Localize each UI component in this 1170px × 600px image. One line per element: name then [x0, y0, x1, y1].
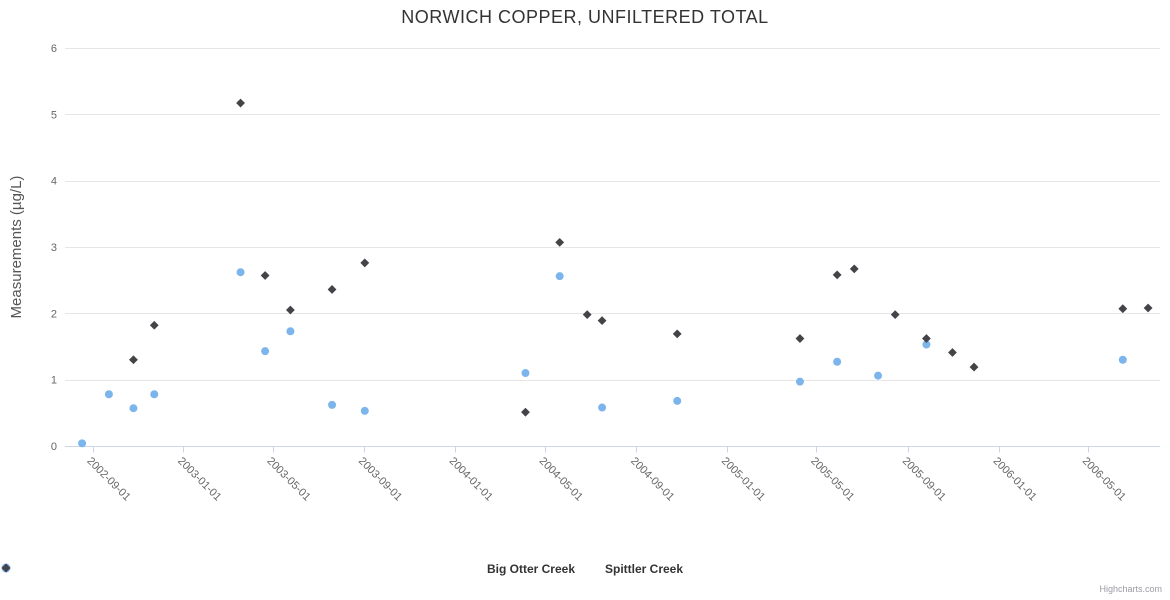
chart-title: NORWICH COPPER, UNFILTERED TOTAL: [401, 7, 769, 27]
x-axis-tick-label: 2006-05-01: [1080, 455, 1128, 503]
data-point-big-otter-creek[interactable]: [598, 403, 607, 412]
x-axis-tick-label: 2003-05-01: [264, 455, 312, 503]
x-axis-tick-label: 2006-01-01: [990, 455, 1038, 503]
x-axis-tick-label: 2005-09-01: [900, 455, 948, 503]
credits-link[interactable]: Highcharts.com: [1099, 584, 1162, 594]
data-point-spittler-creek[interactable]: [360, 258, 370, 268]
data-point-big-otter-creek[interactable]: [922, 340, 931, 349]
x-axis-tick-label: 2005-01-01: [719, 455, 767, 503]
x-axis-tick-label: 2002-09-01: [84, 455, 132, 503]
data-point-spittler-creek[interactable]: [795, 334, 805, 343]
data-point-spittler-creek[interactable]: [948, 348, 957, 357]
data-point-big-otter-creek[interactable]: [833, 357, 842, 366]
data-point-big-otter-creek[interactable]: [104, 390, 113, 399]
data-point-spittler-creek[interactable]: [129, 355, 138, 365]
data-point-spittler-creek[interactable]: [1143, 303, 1153, 313]
data-point-big-otter-creek[interactable]: [521, 369, 530, 378]
y-axis-tick-label: 1: [51, 375, 57, 387]
data-point-big-otter-creek[interactable]: [795, 377, 804, 386]
data-point-big-otter-creek[interactable]: [236, 268, 245, 277]
data-point-big-otter-creek[interactable]: [78, 439, 87, 448]
legend: Big Otter Creek Spittler Creek: [0, 562, 1170, 576]
data-point-spittler-creek[interactable]: [327, 285, 337, 294]
x-axis-tick-label: 2004-05-01: [537, 455, 585, 503]
legend-item-big-otter-creek[interactable]: Big Otter Creek: [1, 562, 575, 576]
data-point-big-otter-creek[interactable]: [874, 371, 883, 380]
data-point-big-otter-creek[interactable]: [286, 327, 295, 336]
data-point-spittler-creek[interactable]: [1118, 304, 1128, 314]
y-axis-tick-label: 6: [51, 43, 57, 55]
data-point-spittler-creek[interactable]: [849, 264, 859, 274]
data-point-spittler-creek[interactable]: [969, 362, 979, 372]
legend-item-label: Big Otter Creek: [486, 562, 575, 576]
data-point-spittler-creek[interactable]: [922, 334, 931, 343]
data-point-big-otter-creek[interactable]: [150, 390, 159, 399]
data-point-spittler-creek[interactable]: [672, 329, 682, 339]
data-point-big-otter-creek[interactable]: [555, 272, 564, 281]
data-point-spittler-creek[interactable]: [597, 316, 607, 326]
data-point-big-otter-creek[interactable]: [328, 400, 337, 409]
y-axis-tick-label: 0: [51, 441, 57, 453]
y-axis-tick-label: 4: [51, 176, 57, 188]
data-point-spittler-creek[interactable]: [832, 270, 842, 280]
y-axis-tick-label: 2: [51, 308, 57, 320]
y-axis-tick-label: 5: [51, 109, 57, 121]
data-point-spittler-creek[interactable]: [555, 237, 565, 247]
data-point-big-otter-creek[interactable]: [129, 404, 138, 413]
data-point-big-otter-creek[interactable]: [360, 406, 369, 415]
data-point-spittler-creek[interactable]: [521, 407, 530, 417]
data-point-big-otter-creek[interactable]: [1118, 355, 1127, 364]
data-point-spittler-creek[interactable]: [236, 98, 245, 108]
diamond-marker-icon: [1, 563, 11, 573]
legend-item-label: Spittler Creek: [605, 562, 684, 576]
data-point-spittler-creek[interactable]: [582, 310, 592, 320]
x-axis-tick-label: 2003-09-01: [356, 455, 404, 503]
data-point-spittler-creek[interactable]: [890, 310, 900, 320]
x-axis-tick-label: 2003-01-01: [175, 455, 223, 503]
data-point-big-otter-creek[interactable]: [261, 347, 270, 356]
data-point-big-otter-creek[interactable]: [673, 396, 682, 405]
legend-marker-diamond: [1, 563, 11, 573]
data-point-spittler-creek[interactable]: [260, 271, 270, 280]
data-point-spittler-creek[interactable]: [285, 305, 295, 315]
legend-item-spittler-creek[interactable]: Spittler Creek: [1, 562, 684, 576]
data-point-spittler-creek[interactable]: [149, 320, 159, 330]
x-axis-tick-label: 2004-09-01: [628, 455, 676, 503]
y-axis-tick-label: 3: [51, 242, 57, 254]
x-axis-tick-label: 2005-05-01: [808, 455, 856, 503]
x-axis-tick-label: 2004-01-01: [447, 455, 495, 503]
